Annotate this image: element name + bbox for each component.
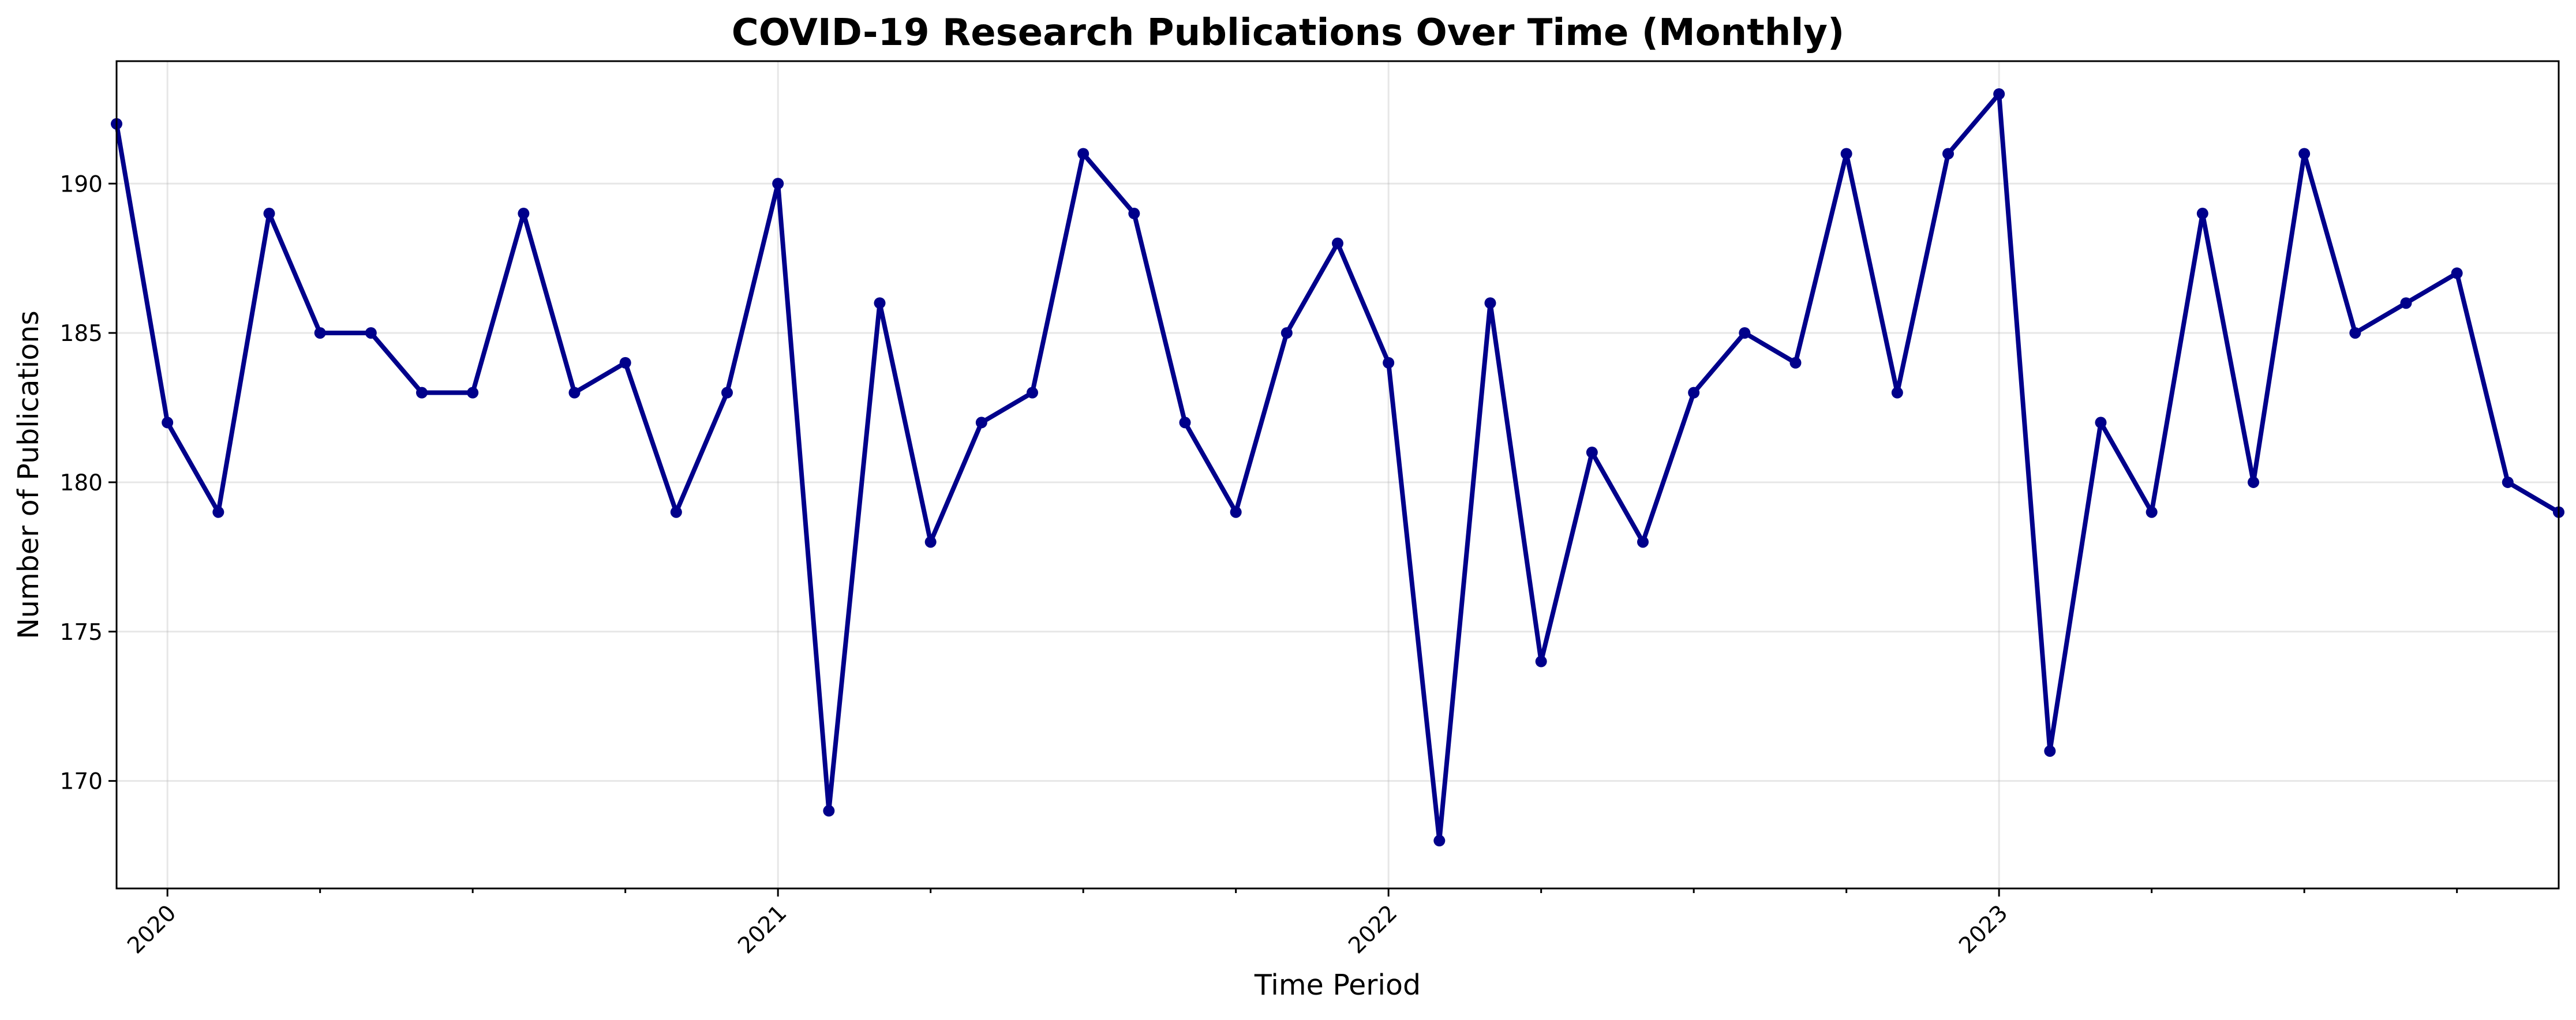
data-point [670,506,682,518]
data-point [1280,327,1293,339]
y-tick-label: 175 [60,620,103,646]
data-point [1433,835,1446,847]
data-point [874,297,886,309]
data-point [1789,357,1802,369]
data-point [823,805,835,817]
data-point [2146,506,2158,518]
data-point [2451,267,2463,279]
data-point [1230,506,1242,518]
data-point [1637,536,1649,548]
x-tick-label: 2022 [1343,900,1402,959]
data-point [2196,208,2208,220]
data-point [518,208,530,220]
grid [117,61,2559,888]
data-point [1332,237,1343,249]
data-point [1840,148,1852,160]
plot-frame [115,60,2560,890]
data-point [2298,148,2311,160]
x-axis-label: Time Period [1254,969,1421,1002]
data-point [1993,88,2005,100]
data-point [1484,297,1496,309]
data-point [1891,387,1903,399]
data-point [2400,297,2412,309]
data-point [924,536,937,548]
data-points [111,88,2564,847]
data-point [568,387,581,399]
data-point [1688,387,1700,399]
data-point [212,506,224,518]
data-point [416,387,428,399]
data-point [263,208,275,220]
y-axis-label: Number of Publications [12,310,45,639]
x-tick-label: 2020 [122,900,181,959]
data-point [2349,327,2361,339]
x-tick-label: 2023 [1954,900,2013,959]
y-axis-ticks: 170 175 180 185 190 [60,171,117,795]
x-tick-label: 2021 [733,900,792,959]
data-point [1535,655,1547,667]
data-point [1128,208,1140,220]
data-point [772,178,784,190]
data-point [2248,476,2259,488]
data-point [1027,387,1038,399]
data-point [2095,417,2107,429]
data-point [1383,357,1395,369]
y-tick-label: 185 [60,321,103,347]
data-point [314,327,326,339]
data-point [1077,148,1089,160]
y-tick-label: 170 [60,769,103,795]
x-axis-ticks: 2020 2021 2022 2023 [122,888,2458,959]
data-point [975,417,987,429]
y-tick-label: 180 [60,470,103,496]
data-point [2044,745,2056,757]
data-point [1739,327,1751,339]
data-point [1179,417,1191,429]
data-point [1942,148,1954,160]
data-point [619,357,631,369]
y-tick-label: 190 [60,171,103,197]
data-point [2502,476,2514,488]
data-point [162,417,174,429]
data-point [467,387,479,399]
data-point [721,387,733,399]
series-line [114,91,2560,843]
chart-title: COVID-19 Research Publications Over Time… [732,12,1845,54]
data-point [365,327,377,339]
data-point [1586,447,1598,459]
